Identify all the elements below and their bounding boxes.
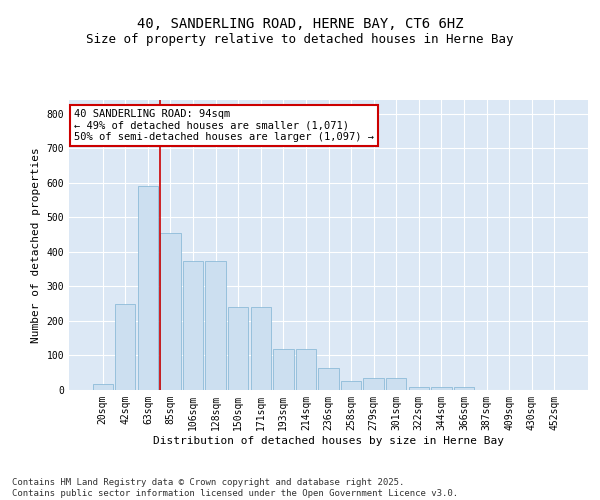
Bar [115,304,136,390]
Bar [138,186,158,390]
Bar [319,368,338,390]
Bar [341,382,361,390]
Text: 40, SANDERLING ROAD, HERNE BAY, CT6 6HZ: 40, SANDERLING ROAD, HERNE BAY, CT6 6HZ [137,18,463,32]
Y-axis label: Number of detached properties: Number of detached properties [31,147,41,343]
Bar [160,233,181,390]
Bar [205,260,226,390]
Bar [251,307,271,390]
Text: Size of property relative to detached houses in Herne Bay: Size of property relative to detached ho… [86,32,514,46]
Bar [92,384,113,390]
Bar [431,386,452,390]
X-axis label: Distribution of detached houses by size in Herne Bay: Distribution of detached houses by size … [153,436,504,446]
Bar [228,307,248,390]
Bar [273,348,293,390]
Bar [183,260,203,390]
Bar [386,378,406,390]
Bar [454,387,474,390]
Bar [409,386,429,390]
Bar [296,348,316,390]
Bar [364,378,384,390]
Text: 40 SANDERLING ROAD: 94sqm
← 49% of detached houses are smaller (1,071)
50% of se: 40 SANDERLING ROAD: 94sqm ← 49% of detac… [74,108,374,142]
Text: Contains HM Land Registry data © Crown copyright and database right 2025.
Contai: Contains HM Land Registry data © Crown c… [12,478,458,498]
